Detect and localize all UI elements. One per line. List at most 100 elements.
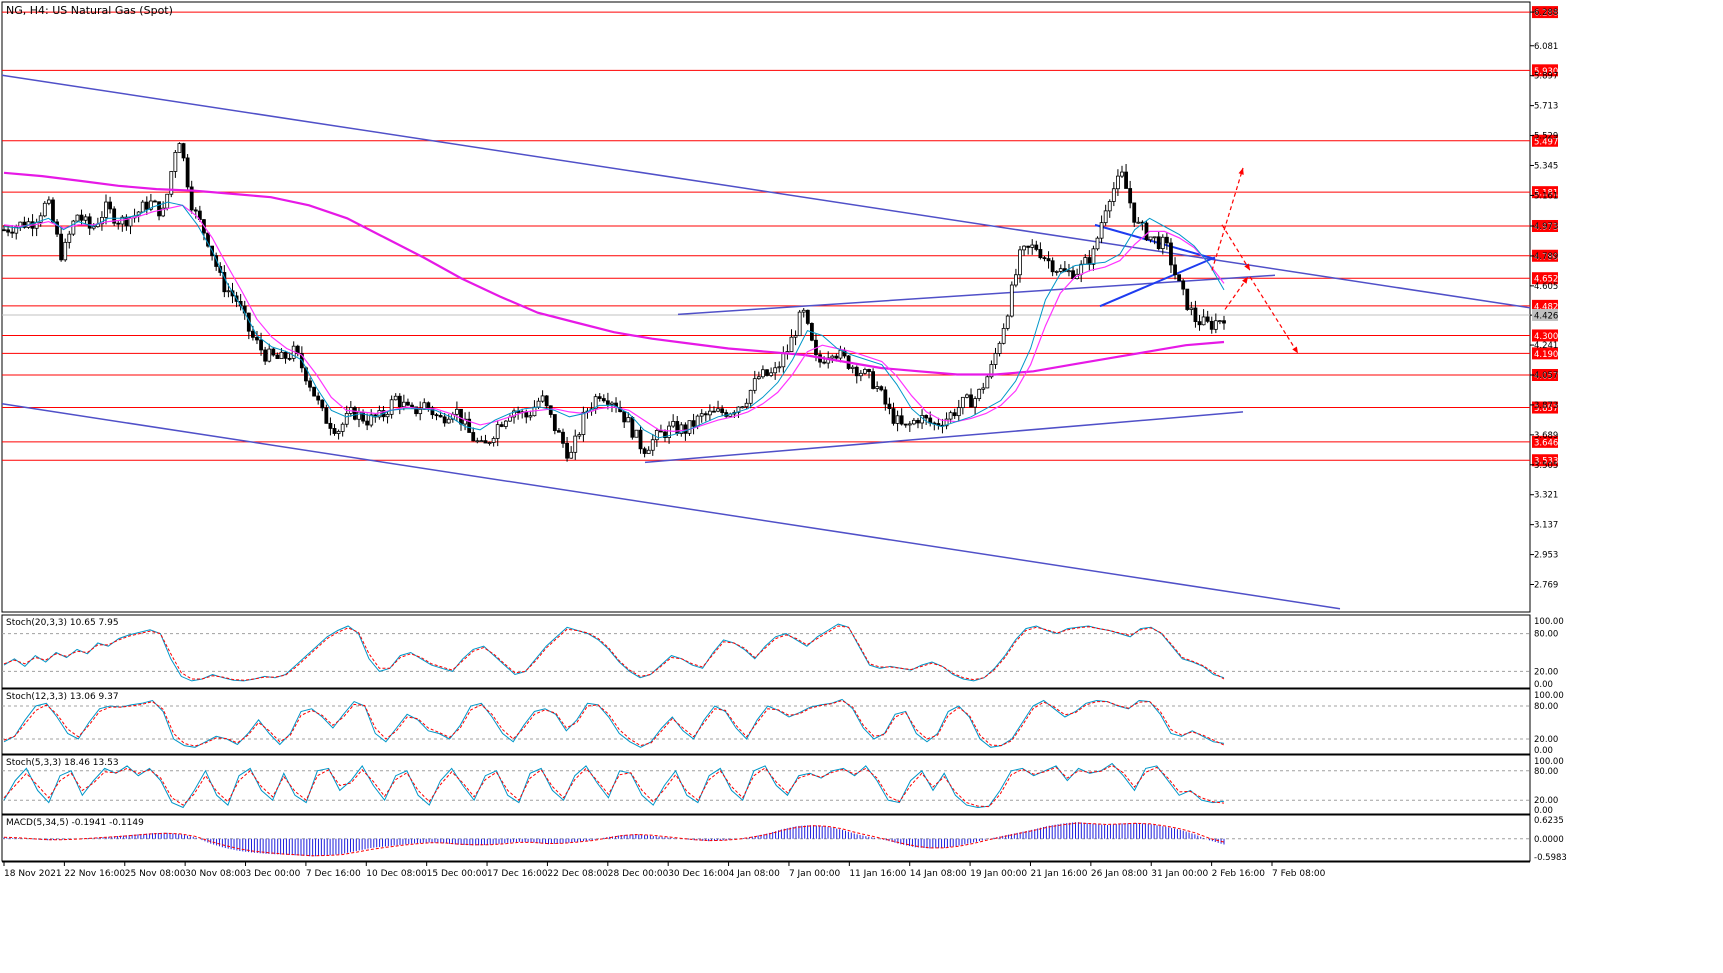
- candle-body: [1018, 249, 1022, 276]
- candle-body: [1205, 316, 1210, 322]
- time-label: 7 Jan 00:00: [789, 869, 841, 879]
- candle-body: [1095, 237, 1100, 250]
- candle-body: [1079, 263, 1084, 275]
- candle-body: [185, 157, 190, 188]
- level-label: 4.190: [1534, 350, 1558, 360]
- candle-body: [581, 411, 586, 435]
- candle-body: [557, 430, 561, 433]
- candle-body: [891, 408, 896, 424]
- candle-body: [916, 419, 920, 424]
- candle-body: [1050, 260, 1055, 273]
- candle-body: [140, 201, 145, 213]
- candle-body: [459, 408, 463, 425]
- stoch-tick-label: 100.00: [1534, 617, 1564, 627]
- channel-upper-trendline: [1, 74, 1531, 309]
- candle-body: [287, 357, 292, 360]
- candle-body: [246, 312, 251, 332]
- candle-body: [71, 220, 76, 235]
- candle-body: [512, 410, 516, 418]
- candle-body: [259, 339, 263, 351]
- time-label: 14 Jan 08:00: [910, 869, 967, 879]
- candle-body: [622, 411, 627, 423]
- candle-body: [1116, 175, 1120, 190]
- current-price-label: 4.426: [1534, 311, 1558, 321]
- candle-body: [487, 442, 492, 444]
- candle-body: [1201, 316, 1206, 326]
- candle-body: [10, 231, 15, 234]
- candle-body: [104, 201, 108, 218]
- macd-tick-label: 0.6235: [1534, 816, 1564, 826]
- candle-body: [1197, 321, 1202, 326]
- time-label: 21 Jan 16:00: [1030, 869, 1087, 879]
- candle-body: [34, 221, 39, 229]
- level-label: 4.973: [1534, 222, 1558, 232]
- level-label-bg: [1532, 347, 1558, 360]
- candle-body: [973, 398, 978, 408]
- candle-body: [838, 349, 843, 359]
- stoch-main-line: [3, 623, 1225, 682]
- candle-body: [206, 232, 210, 247]
- level-label-bg: [1532, 435, 1558, 448]
- candle-body: [1054, 271, 1059, 273]
- candle-body: [924, 415, 929, 419]
- candle-body: [279, 351, 284, 359]
- candle-body: [471, 432, 476, 442]
- chart-title: NG, H4: US Natural Gas (Spot): [6, 4, 173, 17]
- candle-body: [475, 440, 480, 443]
- level-label-bg: [1532, 134, 1558, 147]
- candle-body: [740, 406, 745, 409]
- level-label-bg: [1532, 64, 1558, 77]
- candle-body: [463, 418, 467, 425]
- candle-body: [761, 369, 765, 378]
- level-label: 3.646: [1534, 438, 1558, 448]
- level-label-bg: [1532, 6, 1558, 19]
- candle-body: [1173, 264, 1177, 276]
- stoch-tick-label: 80.00: [1534, 702, 1558, 712]
- candle-body: [328, 422, 333, 429]
- candle-body: [544, 395, 549, 407]
- candle-body: [336, 431, 341, 434]
- price-tick-label: 4.605: [1534, 282, 1558, 292]
- stoch-label: Stoch(5,3,3) 18.46 13.53: [6, 758, 119, 768]
- candle-body: [324, 407, 329, 424]
- candle-body: [38, 215, 43, 223]
- candle-body: [165, 193, 170, 209]
- candle-body: [1222, 320, 1226, 324]
- price-tick-label: 5.161: [1534, 191, 1558, 201]
- candle-body: [46, 199, 51, 204]
- candle-body: [736, 406, 741, 413]
- price-tick-label: 3.689: [1534, 431, 1558, 441]
- candle-body: [634, 429, 639, 438]
- candle-body: [1042, 257, 1047, 260]
- candle-body: [997, 342, 1002, 354]
- candle-body: [222, 272, 227, 293]
- macd-panel[interactable]: 0.6235 0.0000 -0.5983 MACD(5,34,5) -0.1941 …: [1, 814, 1567, 863]
- level-label-bg: [1532, 299, 1558, 312]
- main-price-panel[interactable]: 6.288 5.930 5.497 5.181 4.973 4.790 4.652 4.482…: [1, 1, 1558, 613]
- stoch-tick-label: 0.00: [1534, 806, 1553, 816]
- stoch-panel-1[interactable]: 100.00 80.00 20.00 0.00 Stoch(20,3,3) 10.65 …: [1, 614, 1564, 690]
- stoch-tick-label: 100.00: [1534, 691, 1564, 701]
- candle-body: [87, 216, 92, 229]
- ema-fast-line: [3, 201, 1225, 439]
- candle-body: [112, 208, 117, 224]
- time-label: 22 Dec 08:00: [547, 869, 608, 879]
- candle-body: [981, 387, 986, 390]
- candle-body: [1111, 188, 1116, 202]
- candle-body: [756, 376, 761, 380]
- candle-body: [1148, 236, 1153, 241]
- candle-body: [14, 226, 19, 234]
- candle-body: [410, 404, 414, 408]
- candle-body: [683, 424, 688, 434]
- level-label-bg: [1532, 186, 1558, 199]
- candle-body: [663, 431, 667, 438]
- candle-body: [944, 418, 949, 427]
- candle-body: [765, 369, 769, 376]
- candle-body: [499, 424, 504, 427]
- candle-body: [430, 407, 435, 416]
- candle-body: [887, 403, 892, 410]
- candle-body: [561, 431, 565, 444]
